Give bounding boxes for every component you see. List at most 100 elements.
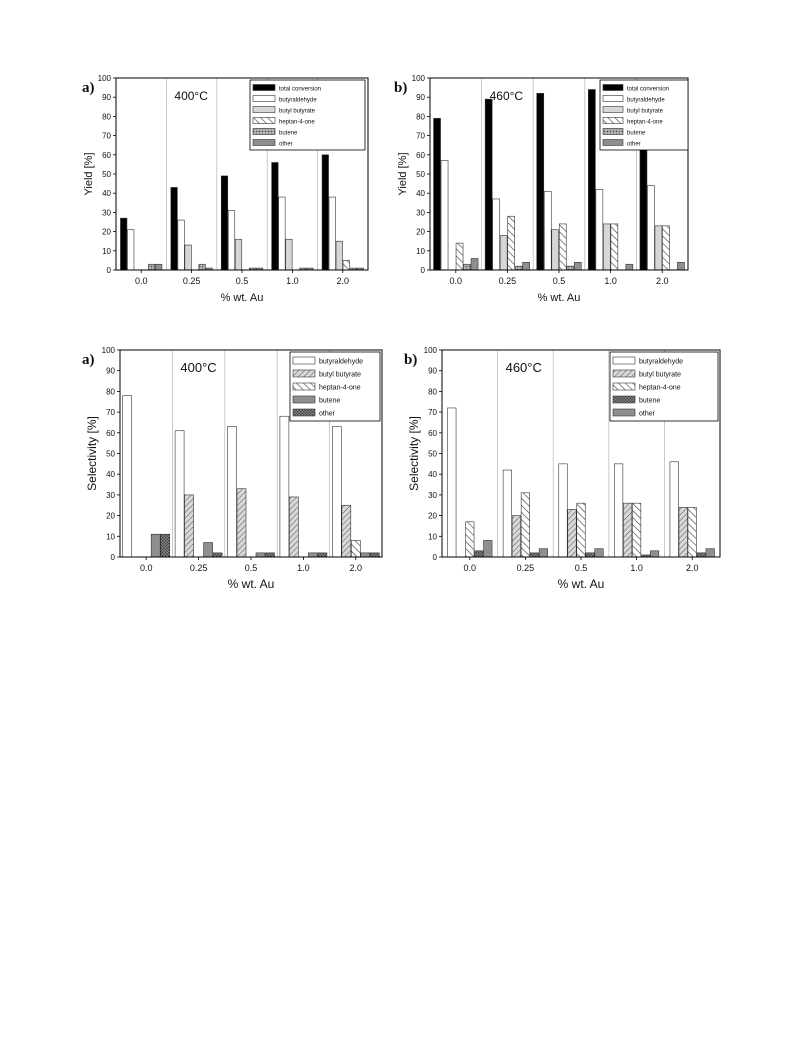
legend-label: butene <box>279 131 298 137</box>
bar-butyl-butyrate-1.0 <box>285 238 293 271</box>
y-tick-label: 90 <box>428 367 437 376</box>
y-tick-label: 0 <box>421 266 426 275</box>
x-axis-label: % wt. Au <box>221 292 264 304</box>
legend-label: butyraldehyde <box>279 98 317 104</box>
bar-heptan-4-one-0.5 <box>576 502 586 558</box>
bar-butyl-butyrate-0.25 <box>511 515 521 558</box>
bar-butyraldehyde-0.0 <box>127 229 135 271</box>
legend-swatch <box>602 106 624 113</box>
x-tick-label: 0.0 <box>464 563 477 573</box>
bar-butyl-butyrate-2.0 <box>335 240 343 271</box>
bar-heptan-4-one-0.25 <box>520 492 530 558</box>
bar-butyraldehyde-0.0 <box>440 160 449 271</box>
bar-other-2.0 <box>705 548 715 558</box>
bar-other-0.5 <box>573 262 582 271</box>
y-tick-label: 30 <box>416 208 425 217</box>
bar-other-0.5 <box>265 552 275 558</box>
y-tick-label: 10 <box>106 532 115 541</box>
legend-swatch <box>252 128 276 135</box>
y-axis-label: Selectivity [%] <box>407 416 421 491</box>
y-tick-label: 20 <box>106 512 115 521</box>
bar-total-conversion-0.0 <box>120 217 128 271</box>
bar-butyl-butyrate-0.5 <box>551 229 560 271</box>
x-tick-label: 0.25 <box>183 276 201 286</box>
y-tick-label: 50 <box>106 450 115 459</box>
y-axis-label: Selectivity [%] <box>85 416 99 491</box>
bar-butene-0.25 <box>203 542 213 558</box>
bar-total-conversion-1.0 <box>588 89 596 271</box>
bar-butene-0.5 <box>585 552 595 558</box>
bar-butyraldehyde-1.0 <box>614 463 624 558</box>
legend-swatch <box>252 117 276 124</box>
bar-other-2.0 <box>369 552 380 558</box>
bar-total-conversion-0.25 <box>484 98 493 271</box>
panel-label: b) <box>404 352 417 368</box>
bar-butyraldehyde-2.0 <box>328 196 336 271</box>
y-tick-label: 100 <box>98 74 112 83</box>
legend-swatch <box>612 395 636 404</box>
legend-swatch <box>612 369 636 378</box>
y-tick-label: 10 <box>102 247 111 256</box>
bar-total-conversion-0.0 <box>433 118 441 271</box>
legend-swatch <box>292 356 316 365</box>
y-tick-label: 20 <box>102 228 111 237</box>
y-tick-label: 100 <box>412 74 426 83</box>
legend-label: heptan-4-one <box>279 120 315 126</box>
x-axis-label: % wt. Au <box>558 577 605 591</box>
legend-label: butyraldehyde <box>319 359 363 366</box>
bar-butene-0.25 <box>529 552 539 558</box>
legend-swatch <box>612 356 636 365</box>
panel-label: b) <box>394 80 407 96</box>
legend-swatch <box>612 382 636 391</box>
x-tick-label: 1.0 <box>604 276 617 286</box>
bar-butyl-butyrate-1.0 <box>603 223 611 271</box>
legend-label: other <box>279 142 293 148</box>
bar-heptan-4-one-1.0 <box>610 223 619 271</box>
y-tick-label: 60 <box>102 151 111 160</box>
chart-svg: b) 0 10 20 30 40 50 60 70 80 90 100 0.0 0.25 0.5 1.0 2.0… <box>394 74 689 304</box>
bar-butyl-butyrate-0.25 <box>184 494 194 558</box>
y-tick-label: 30 <box>102 208 111 217</box>
temperature-annotation: 460°C <box>506 360 542 375</box>
y-tick-label: 80 <box>102 112 111 121</box>
x-tick-label: 1.0 <box>630 563 643 573</box>
legend-label: heptan-4-one <box>639 385 681 392</box>
x-tick-label: 0.0 <box>450 276 463 286</box>
x-axis-label: % wt. Au <box>228 577 275 591</box>
x-tick-label: 0.5 <box>236 276 249 286</box>
legend-label: butene <box>639 398 661 405</box>
panel-label: a) <box>82 80 95 96</box>
x-tick-label: 0.0 <box>140 563 153 573</box>
y-tick-label: 60 <box>428 429 437 438</box>
legend-swatch <box>602 128 624 135</box>
y-tick-label: 90 <box>416 93 425 102</box>
bar-other-0.25 <box>212 552 223 558</box>
y-tick-label: 90 <box>102 93 111 102</box>
legend-label: butyl butyrate <box>279 109 316 115</box>
y-tick-label: 30 <box>428 491 437 500</box>
legend-swatch <box>602 95 624 102</box>
legend-label: butyl butyrate <box>639 372 681 379</box>
bar-heptan-4-one-0.0 <box>465 521 475 558</box>
x-tick-label: 1.0 <box>297 563 310 573</box>
bar-other-0.25 <box>522 262 530 271</box>
temperature-annotation: 400°C <box>180 360 216 375</box>
legend-label: other <box>319 411 336 418</box>
legend-box <box>599 79 689 151</box>
x-tick-label: 0.25 <box>190 563 208 573</box>
y-axis-label: Yield [%] <box>397 152 409 195</box>
bar-other-0.5 <box>594 548 604 558</box>
y-tick-label: 40 <box>106 470 115 479</box>
bar-butyl-butyrate-2.0 <box>654 225 663 271</box>
legend-label: total conversion <box>279 87 321 93</box>
bar-butene-0.0 <box>463 263 471 271</box>
y-tick-label: 0 <box>107 266 112 275</box>
y-tick-label: 70 <box>106 408 115 417</box>
y-axis-label: Yield [%] <box>83 152 95 195</box>
bar-other-0.0 <box>470 258 479 271</box>
legend-label: butene <box>627 131 646 137</box>
bar-butyl-butyrate-2.0 <box>341 504 352 558</box>
chart-yield-400c: a) 0 10 20 30 40 50 60 70 80 90 100 0.0 0.25 0.5 1.0 2.0… <box>78 70 380 310</box>
bar-other-0.0 <box>483 540 493 558</box>
bar-heptan-4-one-2.0 <box>342 260 350 271</box>
